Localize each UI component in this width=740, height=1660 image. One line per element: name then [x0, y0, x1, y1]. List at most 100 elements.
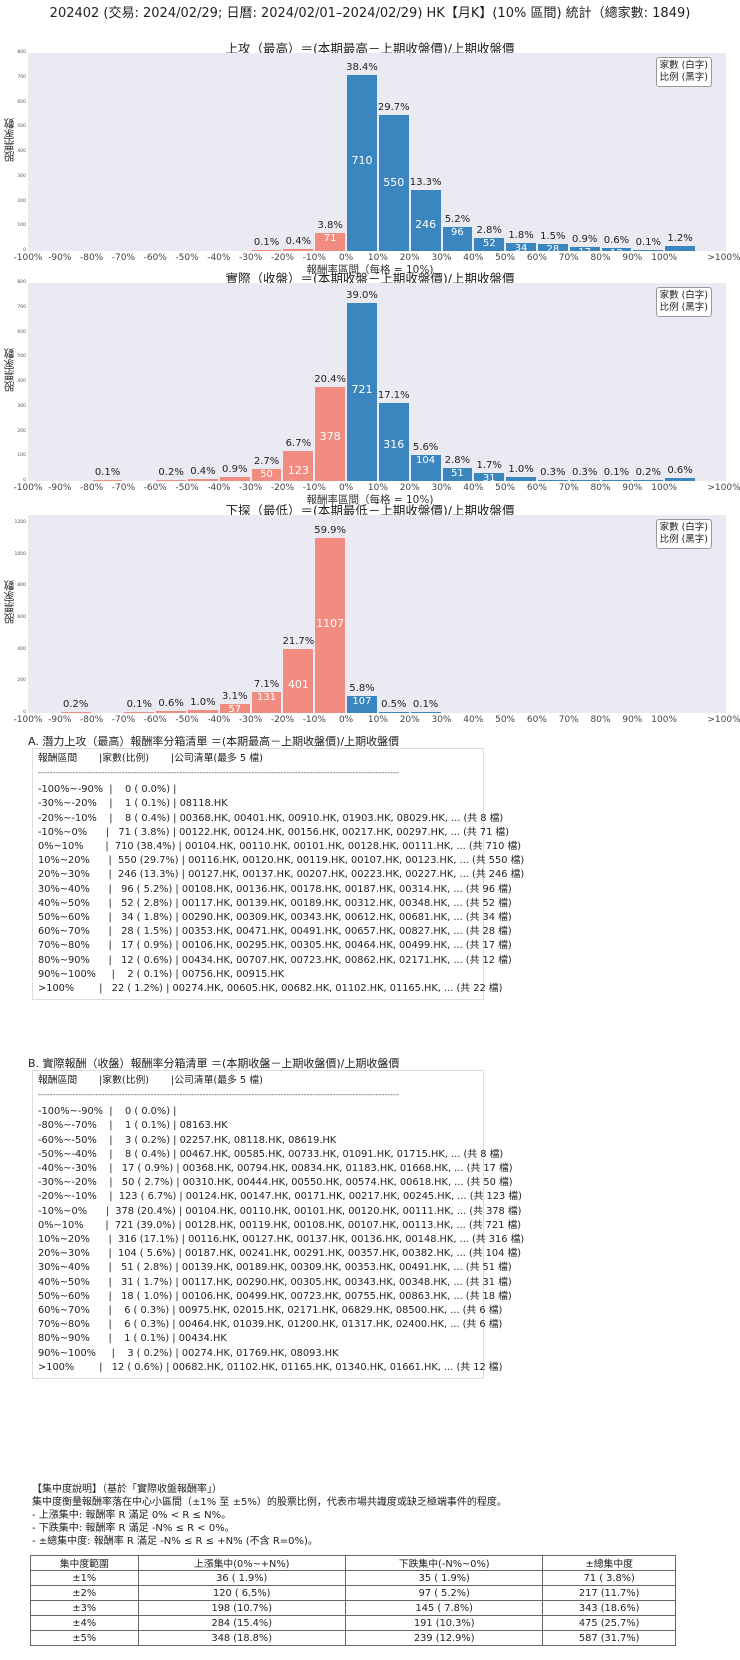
- x-tick: 30%: [431, 483, 452, 493]
- x-tick: -10%: [302, 715, 326, 725]
- section-b-list: 報酬區間 |家數(比例) |公司清單(最多 5 檔) -------------…: [32, 1070, 524, 1380]
- table-cell: 343 (18.6%): [542, 1600, 676, 1616]
- histogram-bar: [188, 710, 218, 713]
- col-total: ±總集中度: [542, 1555, 676, 1571]
- bar-percent-label: 0.5%: [381, 698, 407, 710]
- bar-percent-label: 0.1%: [603, 466, 630, 478]
- bar-percent-label: 29.7%: [377, 101, 410, 113]
- list-item: -30%~-20% | 1 ( 0.1%) | 08118.HK: [38, 798, 228, 810]
- list-item: 80%~90% | 12 ( 0.6%) | 00434.HK, 00707.H…: [38, 954, 512, 966]
- bar-percent-label: 1.7%: [476, 460, 502, 472]
- table-row: ±4% 284 (15.4%) 191 (10.3%) 475 (25.7%): [30, 1615, 676, 1631]
- x-tick: -50%: [175, 483, 199, 493]
- x-tick: -70%: [111, 715, 136, 725]
- bar-percent-label: 2.7%: [253, 455, 280, 467]
- bar-percent-label: 0.4%: [285, 236, 312, 248]
- list-item: -50%~-40% | 8 ( 0.4%) | 00467.HK, 00585.…: [38, 1148, 504, 1160]
- histogram-bar: 1107: [315, 537, 346, 713]
- x-tick: 10%: [367, 253, 388, 263]
- col-range: 集中度範圍: [30, 1555, 139, 1571]
- y-tick: 100: [17, 453, 26, 459]
- x-tick: 90%: [622, 253, 643, 263]
- list-item: 20%~30% | 246 (13.3%) | 00127.HK, 00137.…: [38, 869, 525, 881]
- col-down: 下跌集中(-N%~0%): [345, 1555, 544, 1571]
- histogram-bar: 50: [251, 468, 282, 481]
- bar-count-label: 401: [287, 678, 309, 692]
- table-row: ±5% 348 (18.8%) 239 (12.9%) 587 (31.7%): [30, 1630, 676, 1646]
- histogram-bar: [537, 479, 568, 481]
- table-cell: 35 ( 1.9%): [345, 1570, 544, 1586]
- bar-count-label: 52: [482, 238, 496, 250]
- x-tick: -20%: [270, 253, 295, 263]
- histogram-bar: [633, 249, 664, 251]
- chart-title: 上攻（最高）＝(本期最高－上期收盤價)/上期收盤價: [225, 41, 515, 56]
- x-tick: -30%: [239, 715, 263, 725]
- bar-percent-label: 3.1%: [222, 690, 248, 702]
- bar-percent-label: 39.0%: [346, 289, 378, 301]
- bar-percent-label: 17.1%: [377, 389, 410, 401]
- concentration-description: 集中度衡量報酬率落在中心小區間（±1% 至 ±5%）的股票比例，代表市場共識度或…: [32, 1497, 507, 1508]
- list-item: 70%~80% | 17 ( 0.9%) | 00106.HK, 00295.H…: [38, 940, 512, 952]
- x-tick: -80%: [79, 483, 104, 493]
- concentration-table: 集中度範圍 上漲集中(0%~+N%) 下跌集中(-N%~0%) ±總集中度 ±1…: [30, 1555, 676, 1646]
- page-title: 202402 (交易: 2024/02/29; 日曆: 2024/02/01–2…: [49, 6, 691, 21]
- y-tick: 800: [17, 583, 26, 589]
- bar-count-label: 721: [351, 382, 373, 396]
- histogram-bar: [378, 711, 409, 713]
- table-cell: 120 ( 6.5%): [137, 1585, 347, 1601]
- histogram-bar: 71: [315, 233, 346, 251]
- list-item: 40%~50% | 52 ( 2.8%) | 00117.HK, 00139.H…: [38, 897, 512, 909]
- list-item: >100% | 22 ( 1.2%) | 00274.HK, 00605.HK,…: [38, 983, 503, 995]
- histogram-bar: 721: [347, 302, 377, 481]
- legend-count-label: 家數 (白字): [659, 60, 708, 71]
- x-tick: -30%: [239, 253, 263, 263]
- chart-high: 上攻（最高）＝(本期最高－上期收盤價)/上期收盤價 家數 (白字) 比例 (黑字)…: [0, 38, 740, 276]
- bar-count-label: 57: [228, 703, 242, 715]
- histogram-bar: 104: [410, 455, 441, 481]
- histogram-bar: [60, 711, 91, 713]
- bar-percent-label: 0.9%: [222, 463, 248, 475]
- x-axis-label: 報酬率區間（每格 = 10%): [306, 494, 434, 506]
- list-item: -100%~-90% | 0 ( 0.0%) |: [38, 784, 177, 796]
- bar-count-label: 71: [323, 233, 337, 245]
- x-tick: 100%: [651, 253, 678, 263]
- bar-percent-label: 0.3%: [571, 466, 598, 478]
- x-tick: 10%: [367, 715, 388, 725]
- x-tick: -50%: [175, 253, 199, 263]
- histogram-bar: [569, 479, 600, 481]
- table-cell: 587 (31.7%): [542, 1630, 676, 1646]
- x-tick: 80%: [590, 483, 611, 493]
- bar-percent-label: 0.2%: [635, 466, 661, 478]
- legend: 家數 (白字) 比例 (黑字): [655, 287, 712, 317]
- list-item: 90%~100% | 2 ( 0.1%) | 00756.HK, 00915.H…: [38, 968, 285, 980]
- list-item: -80%~-70% | 1 ( 0.1%) | 08163.HK: [38, 1120, 228, 1132]
- bar-count-label: 96: [451, 227, 464, 239]
- table-cell: 36 ( 1.9%): [137, 1570, 347, 1586]
- x-tick: -40%: [207, 715, 231, 725]
- bar-percent-label: 1.2%: [667, 232, 693, 244]
- y-tick: 500: [17, 354, 26, 360]
- histogram-bar: [633, 479, 664, 481]
- y-tick: 1200: [14, 519, 26, 525]
- bar-percent-label: 0.1%: [94, 466, 121, 478]
- chart-title: 下探（最低）＝(本期最低－上期收盤價)/上期收盤價: [225, 503, 515, 518]
- plot-area: 家數 (白字) 比例 (黑字) 0.2% 0.1% 0.6% 1.0% 57 3.1% 131…: [28, 515, 726, 715]
- legend-ratio-label: 比例 (黑字): [659, 72, 708, 83]
- histogram-bar: 52: [474, 238, 505, 251]
- histogram-bar: 31: [474, 473, 505, 484]
- bar-count-label: 107: [352, 696, 372, 708]
- x-tick: >100%: [707, 253, 740, 263]
- chart-title: 實際（收盤）＝(本期收盤－上期收盤價)/上期收盤價: [225, 271, 515, 286]
- section-a-list: 報酬區間 |家數(比例) |公司清單(最多 5 檔) -------------…: [32, 748, 525, 1001]
- bar-percent-label: 0.4%: [190, 466, 216, 478]
- table-cell: 217 (11.7%): [542, 1585, 676, 1601]
- histogram-bar: [665, 478, 695, 481]
- y-tick: 500: [17, 124, 26, 130]
- y-tick: 0: [23, 478, 26, 483]
- bar-percent-label: 13.3%: [409, 177, 442, 189]
- bar-count-label: 50: [260, 468, 273, 480]
- x-tick: -90%: [48, 715, 72, 725]
- x-tick: 40%: [463, 715, 484, 725]
- table-cell: 284 (15.4%): [137, 1615, 347, 1631]
- x-axis-label: 報酬率區間（每格 = 10%): [306, 264, 434, 276]
